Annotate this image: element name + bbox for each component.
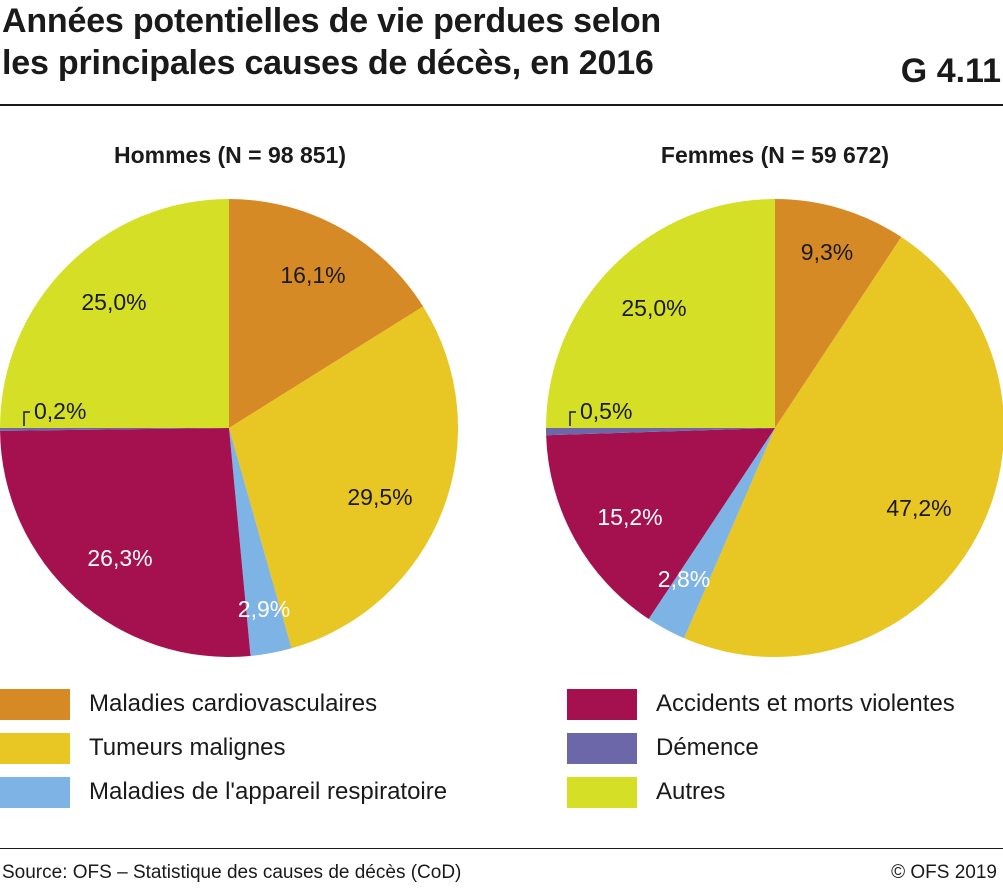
- pie-label-maladies-cardiovasculaires: 16,1%: [280, 262, 345, 288]
- legend-label: Maladies cardiovasculaires: [89, 690, 378, 717]
- pie-label-maladies-cardiovasculaires: 9,3%: [801, 239, 853, 265]
- footer-divider: [0, 848, 1003, 849]
- legend-item-cardiovasculaires: Maladies cardiovasculaires: [0, 688, 377, 720]
- pie-slice-tumeurs-malignes: [229, 306, 459, 649]
- pie-label-tumeurs-malignes: 47,2%: [886, 495, 951, 521]
- legend-label: Démence: [656, 734, 759, 761]
- legend-item-tumeurs: Tumeurs malignes: [0, 732, 286, 764]
- pie-slice-accidents-et-morts-violentes: [0, 428, 251, 657]
- pie-slice-autres: [546, 199, 775, 428]
- copyright: © OFS 2019: [891, 862, 997, 883]
- pie-label-demence: 0,2%: [34, 398, 86, 424]
- title-divider: [0, 104, 1003, 106]
- pie-slice-maladies-de-l-appareil-respiratoire: [648, 428, 775, 639]
- pie-slice-demence: [0, 428, 229, 431]
- legend-label: Autres: [656, 778, 726, 805]
- pie-slice-demence: [545, 428, 775, 436]
- pie-label-maladies-de-l-appareil-respiratoire: 2,9%: [238, 596, 290, 622]
- legend-item-accidents: Accidents et morts violentes: [567, 688, 955, 720]
- legend-swatch: [0, 732, 70, 764]
- chart-title-line-1: Années potentielles de vie perdues selon: [2, 2, 661, 40]
- pie-title-femmes: Femmes (N = 59 672): [660, 142, 890, 168]
- leader-line: [569, 411, 576, 426]
- legend-swatch: [0, 688, 70, 720]
- legend-swatch: [567, 688, 637, 720]
- pie-label-autres: 25,0%: [81, 289, 146, 315]
- legend-item-respiratoire: Maladies de l'appareil respiratoire: [0, 776, 447, 808]
- pie-slice-accidents-et-morts-violentes: [546, 428, 775, 619]
- legend-swatch: [567, 732, 637, 764]
- chart-title-line-2: les principales causes de décès, en 2016: [2, 44, 654, 82]
- legend-item-autres: Autres: [567, 776, 725, 808]
- pie-slice-maladies-cardiovasculaires: [229, 199, 424, 428]
- chart-title: Années potentielles de vie perdues selon…: [2, 0, 902, 84]
- pie-label-accidents-et-morts-violentes: 26,3%: [87, 545, 152, 571]
- pie-label-autres: 25,0%: [621, 295, 686, 321]
- pie-slice-tumeurs-malignes: [684, 237, 1003, 657]
- pie-femmes: 9,3% 47,2% 2,8% 15,2% 0,5% 25,0%: [545, 199, 1003, 657]
- leader-line: [23, 411, 30, 426]
- pie-label-tumeurs-malignes: 29,5%: [347, 484, 412, 510]
- pie-slice-maladies-cardiovasculaires: [775, 199, 902, 428]
- pie-slice-autres: [0, 199, 229, 428]
- legend-swatch: [567, 776, 637, 808]
- legend-label: Accidents et morts violentes: [656, 690, 955, 717]
- pie-title-hommes: Hommes (N = 98 851): [113, 142, 347, 168]
- pie-slice-maladies-de-l-appareil-respiratoire: [229, 428, 292, 656]
- pie-label-demence: 0,5%: [580, 398, 632, 424]
- pie-label-accidents-et-morts-violentes: 15,2%: [597, 504, 662, 530]
- chart-code: G 4.11: [900, 52, 1001, 90]
- source-note: Source: OFS – Statistique des causes de …: [2, 862, 462, 883]
- legend-label: Tumeurs malignes: [89, 734, 286, 761]
- pie-label-maladies-de-l-appareil-respiratoire: 2,8%: [658, 566, 710, 592]
- legend-label: Maladies de l'appareil respiratoire: [89, 778, 448, 805]
- legend-swatch: [0, 776, 70, 808]
- pie-hommes: 16,1% 29,5% 2,9% 26,3% 0,2% 25,0%: [0, 199, 459, 657]
- legend-item-demence: Démence: [567, 732, 759, 764]
